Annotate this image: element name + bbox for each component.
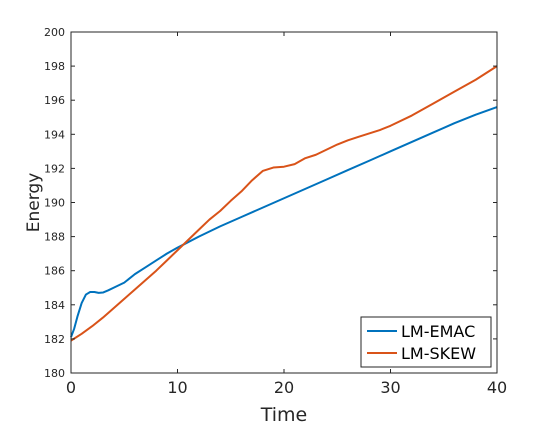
x-tick-label: 10 — [167, 378, 187, 397]
series-layer — [70, 65, 498, 342]
y-tick-label: 198 — [44, 60, 65, 73]
y-tick-label: 194 — [44, 128, 65, 141]
x-tick-label: 0 — [66, 378, 76, 397]
series-line-lm-skew — [70, 65, 498, 342]
y-tick-label: 200 — [44, 26, 65, 39]
y-tick-label: 188 — [44, 231, 65, 244]
legend-box — [360, 316, 492, 368]
y-tick-label: 180 — [44, 367, 65, 380]
y-tick-label: 184 — [44, 299, 65, 312]
x-tick-label: 40 — [487, 378, 507, 397]
y-tick-label: 186 — [44, 265, 65, 278]
x-tick-label: 30 — [380, 378, 400, 397]
legend: LM-EMAC LM-SKEW — [360, 316, 492, 368]
y-tick-label: 190 — [44, 197, 65, 210]
y-tick-label: 192 — [44, 162, 65, 175]
y-tick-label: 196 — [44, 94, 65, 107]
series-line-lm-emac — [70, 106, 498, 338]
plot-area — [71, 32, 497, 373]
ticks-layer: 0 10 20 30 40 180 182 184 186 188 190 192 194 196 198 2… — [44, 26, 507, 397]
y-axis-label: Energy — [24, 173, 44, 233]
x-axis-label: Time — [260, 404, 308, 426]
legend-label-lm-emac: LM-EMAC — [401, 322, 475, 341]
legend-label-lm-skew: LM-SKEW — [401, 344, 476, 363]
y-tick-label: 182 — [44, 333, 65, 346]
x-tick-label: 20 — [274, 378, 294, 397]
